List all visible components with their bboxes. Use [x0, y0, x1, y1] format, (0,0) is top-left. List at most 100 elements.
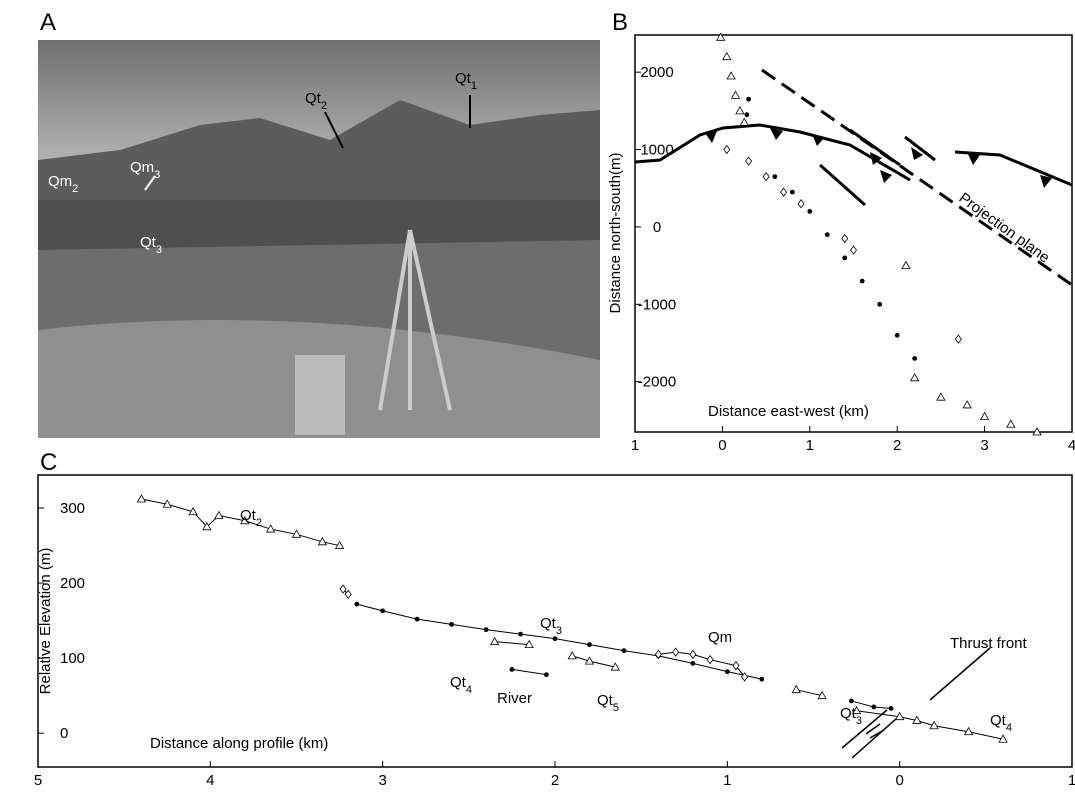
y-tick-label: -2000 [638, 374, 676, 391]
label-text: Qt [140, 234, 157, 251]
point [240, 515, 250, 525]
point [483, 627, 489, 633]
point [894, 332, 900, 338]
x-tick-label: 3 [378, 772, 386, 789]
label: Qt5 [597, 692, 619, 714]
point [672, 647, 680, 657]
point [380, 608, 386, 614]
label-subscript: 4 [1006, 722, 1012, 734]
point [354, 601, 360, 607]
point [265, 524, 276, 533]
point [807, 209, 813, 214]
point [871, 704, 877, 710]
point [894, 711, 905, 721]
point [849, 698, 854, 704]
x-tick-label: 2 [551, 772, 559, 789]
point [518, 631, 523, 637]
y-tick-label: 0 [653, 219, 661, 236]
y-tick-label: 0 [60, 725, 68, 742]
label-text: Qt [840, 705, 857, 722]
label-text: Qt [450, 674, 467, 691]
label-text: Projection plane [956, 189, 1053, 266]
point [567, 651, 577, 660]
series-line [494, 641, 530, 646]
x-axis-label: Distance east-west (km) [708, 403, 869, 420]
x-tick-label: 5 [34, 772, 42, 789]
point [772, 174, 778, 180]
point [732, 660, 740, 671]
x-tick-label: 1 [723, 772, 731, 789]
point [877, 301, 883, 307]
label-text: Thrust front [950, 635, 1028, 652]
x-tick-label: 1 [631, 437, 639, 454]
point [334, 540, 345, 549]
point [715, 32, 726, 41]
label-text: Qt [455, 70, 472, 87]
point [509, 667, 515, 672]
point [489, 636, 500, 646]
label-text: River [497, 690, 532, 707]
point [291, 529, 302, 538]
x-tick-label: 4 [206, 772, 214, 789]
point [929, 720, 939, 730]
point [689, 649, 697, 660]
x-tick-label: 0 [895, 772, 903, 789]
point [723, 144, 731, 155]
label: Qt4 [990, 712, 1012, 734]
point [842, 255, 848, 261]
point [912, 356, 918, 361]
point [759, 676, 765, 682]
series-line [511, 668, 547, 676]
label: Projection plane [956, 189, 1053, 266]
point [214, 510, 224, 519]
series-line [141, 498, 340, 547]
point [584, 656, 595, 665]
point [344, 589, 352, 600]
label-subscript: 1 [471, 80, 477, 92]
label: Qt3 [840, 705, 862, 727]
point [654, 649, 662, 660]
label-text: Qm [130, 159, 154, 176]
point [524, 639, 534, 649]
label-subscript: 3 [156, 244, 162, 256]
point [744, 112, 750, 118]
y-axis-label: Relative Elevation (m) [37, 548, 54, 695]
point [909, 373, 920, 382]
point [188, 506, 198, 516]
label: River [497, 690, 532, 707]
label-subscript: 2 [321, 100, 327, 112]
point [901, 260, 911, 270]
y-tick-label: 300 [60, 500, 85, 517]
point [414, 616, 420, 622]
x-axis-label: Distance along profile (km) [150, 735, 328, 752]
label-text: Qt [240, 507, 257, 524]
label-text: Qt [990, 712, 1007, 729]
point [449, 621, 455, 627]
label: Qt2 [305, 90, 327, 112]
y-tick-label: -1000 [638, 296, 676, 313]
label: Qm2 [48, 173, 78, 195]
point [762, 171, 770, 182]
point [859, 278, 865, 284]
series-line [572, 655, 616, 668]
point [162, 499, 172, 508]
point [543, 672, 549, 678]
fault-teeth [705, 128, 1052, 188]
point [824, 232, 830, 238]
thrust-symbol [841, 647, 991, 759]
point [621, 648, 627, 654]
label-text: Qm [48, 173, 72, 190]
panel-label: C [40, 449, 57, 476]
series-line [856, 710, 1004, 740]
label: Qt2 [240, 507, 262, 529]
point [888, 706, 894, 711]
series-line [658, 651, 745, 678]
point [797, 199, 805, 209]
x-tick-label: 2 [893, 437, 901, 454]
point [851, 705, 862, 715]
point [739, 117, 749, 126]
point [722, 51, 732, 61]
point [724, 669, 730, 675]
point [741, 672, 749, 682]
point [1006, 419, 1016, 428]
